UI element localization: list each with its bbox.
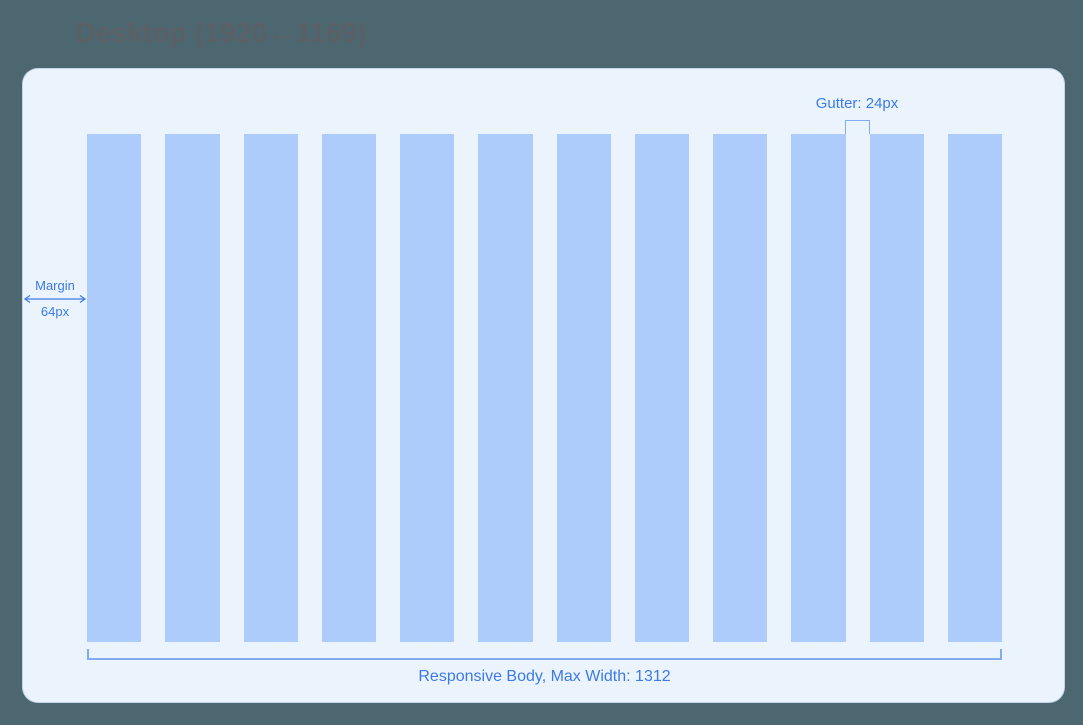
grid-column xyxy=(713,134,768,642)
grid-column xyxy=(947,134,1002,642)
grid-columns xyxy=(87,134,1002,642)
margin-label: Margin xyxy=(35,278,75,293)
grid-column xyxy=(87,134,142,642)
grid-column xyxy=(791,134,846,642)
grid-column xyxy=(243,134,298,642)
grid-column xyxy=(478,134,533,642)
margin-width-arrow-icon xyxy=(23,295,87,303)
desktop-frame-card: Gutter: 24px Margin 64px Responsive Body… xyxy=(22,68,1065,703)
gutter-label: Gutter: 24px xyxy=(815,95,899,112)
frame-title: Desktop (1920↔1169) xyxy=(75,17,367,48)
gutter-bracket-icon xyxy=(845,120,870,134)
grid-column xyxy=(869,134,924,642)
grid-column xyxy=(634,134,689,642)
grid-column xyxy=(400,134,455,642)
margin-callout: Margin 64px xyxy=(23,278,87,320)
grid-column xyxy=(321,134,376,642)
margin-value: 64px xyxy=(40,304,70,319)
grid-column xyxy=(165,134,220,642)
responsive-body-bracket-icon xyxy=(87,649,1002,660)
grid-column xyxy=(556,134,611,642)
responsive-body-label: Responsive Body, Max Width: 1312 xyxy=(418,668,671,685)
